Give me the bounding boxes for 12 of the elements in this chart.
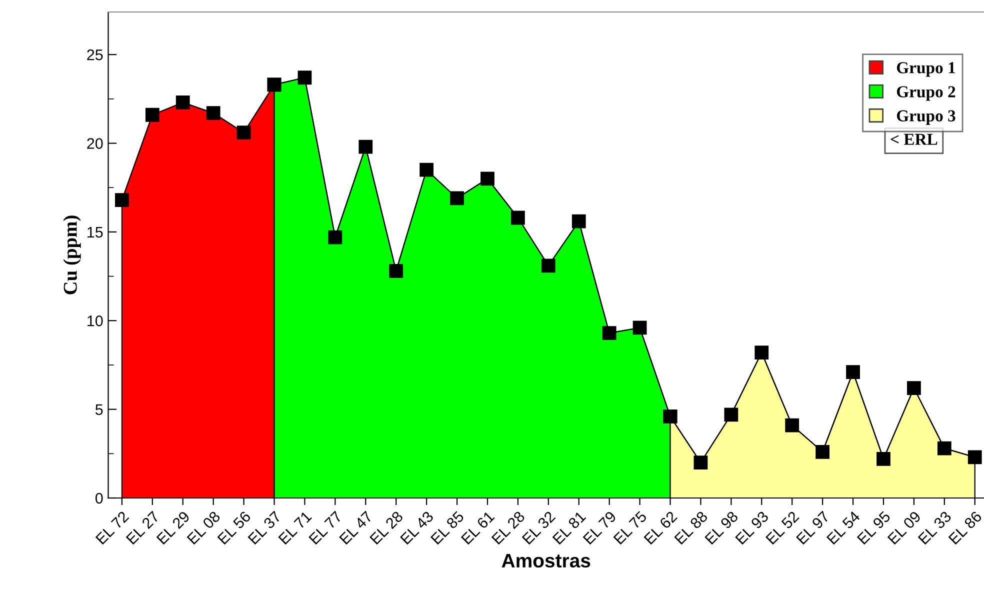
- y-tick-label: 15: [88, 226, 103, 238]
- y-tick-label: 20: [87, 138, 103, 149]
- legend-label: Grupo 1: [896, 62, 956, 77]
- legend-label: Grupo 3: [896, 110, 956, 125]
- x-axis-title: Amostras: [502, 554, 590, 568]
- legend-label: Grupo 2: [896, 86, 956, 101]
- y-tick-label: 10: [88, 315, 103, 326]
- y-tick-label: 25: [87, 49, 103, 60]
- y-axis-title: Cu (ppm): [63, 216, 81, 294]
- annotation: < ERL: [890, 134, 938, 145]
- y-tick-label: 0: [95, 492, 103, 504]
- y-tick-label: 5: [95, 404, 103, 415]
